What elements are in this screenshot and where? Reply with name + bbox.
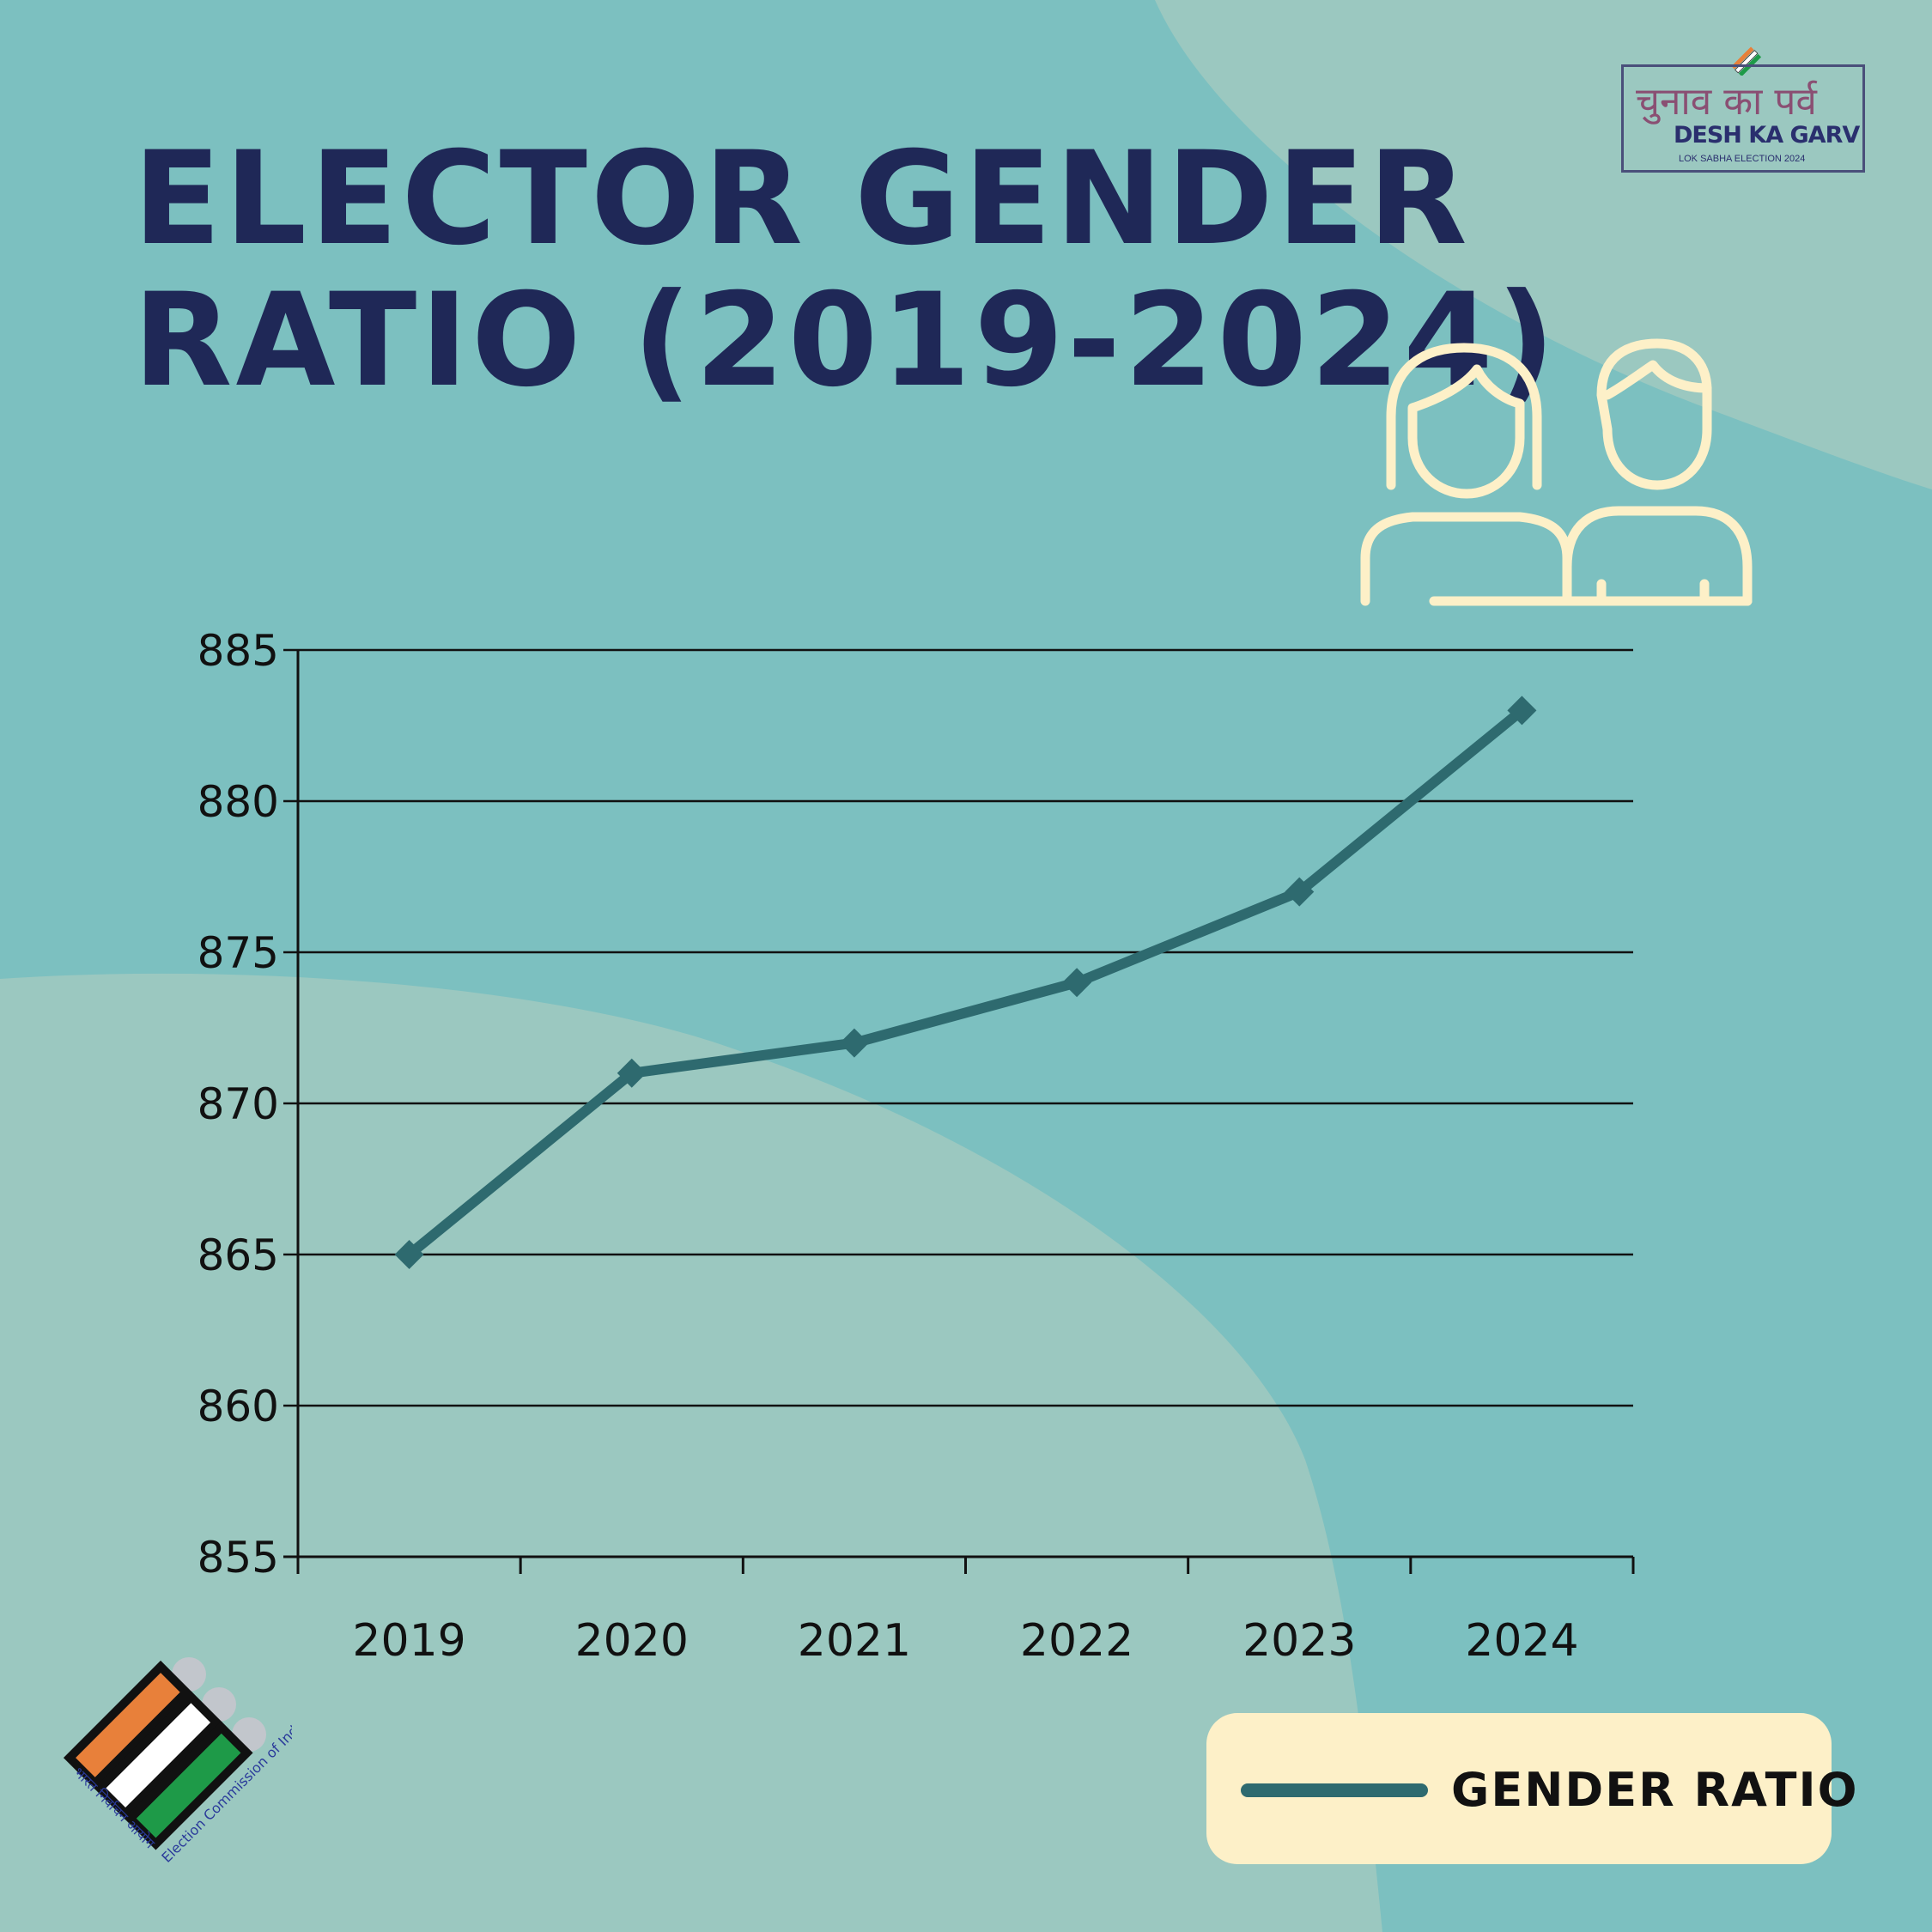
x-tick-label: 2024	[1465, 1615, 1578, 1667]
data-point-marker	[1285, 877, 1315, 907]
series-line	[404, 705, 1528, 1260]
bottom-left-blob	[0, 973, 1382, 1932]
legend-swatch	[1241, 1783, 1428, 1797]
title-line-1: ELECTOR GENDER	[133, 125, 1471, 274]
chart-labels: 855 860 865 870 875 880 885 2019 2020 2021 2022 202…	[197, 626, 1579, 1667]
man-icon	[1562, 338, 1753, 606]
page-title: ELECTOR GENDER RATIO (2019-2024)	[133, 129, 1558, 412]
logo-tagline: LOK SABHA ELECTION 2024	[1679, 154, 1806, 164]
chart-legend: GENDER RATIO	[1206, 1713, 1857, 1864]
y-tick-label: 880	[197, 777, 279, 827]
title-line-2: RATIO (2019-2024)	[133, 266, 1559, 416]
chart-grid	[283, 648, 1633, 1407]
eci-logo-icon: भारत निर्वाचन आयोग Election Commission o…	[63, 1657, 292, 1866]
x-tick-label: 2020	[575, 1615, 689, 1667]
top-right-blob	[1155, 0, 1932, 489]
woman-icon	[1360, 343, 1572, 606]
y-tick-label: 875	[197, 928, 279, 978]
y-tick-label: 860	[197, 1382, 279, 1431]
y-tick-label: 885	[197, 626, 279, 676]
chart-axes	[283, 650, 1635, 1574]
x-tick-label: 2022	[1020, 1615, 1133, 1667]
data-point-marker	[1062, 968, 1092, 998]
data-point-marker	[394, 1240, 424, 1269]
y-tick-label: 865	[197, 1230, 279, 1280]
y-tick-label: 870	[197, 1079, 279, 1129]
logo-name: DESH KA GARV	[1674, 122, 1860, 149]
data-point-marker	[617, 1058, 647, 1088]
data-point-marker	[839, 1028, 869, 1058]
logo-hindi-text: चुनाव का पर्व	[1636, 80, 1817, 124]
x-tick-label: 2019	[352, 1615, 465, 1667]
data-point-marker	[1507, 696, 1537, 726]
desh-ka-garv-logo: चुनाव का पर्व DESH KA GARV LOK SABHA ELE…	[1621, 64, 1865, 173]
y-tick-label: 855	[197, 1533, 279, 1583]
chart-series	[394, 696, 1537, 1269]
people-illustration	[1360, 338, 1753, 606]
x-tick-label: 2023	[1242, 1615, 1356, 1667]
x-tick-label: 2021	[798, 1615, 911, 1667]
legend-label: GENDER RATIO	[1451, 1763, 1859, 1817]
